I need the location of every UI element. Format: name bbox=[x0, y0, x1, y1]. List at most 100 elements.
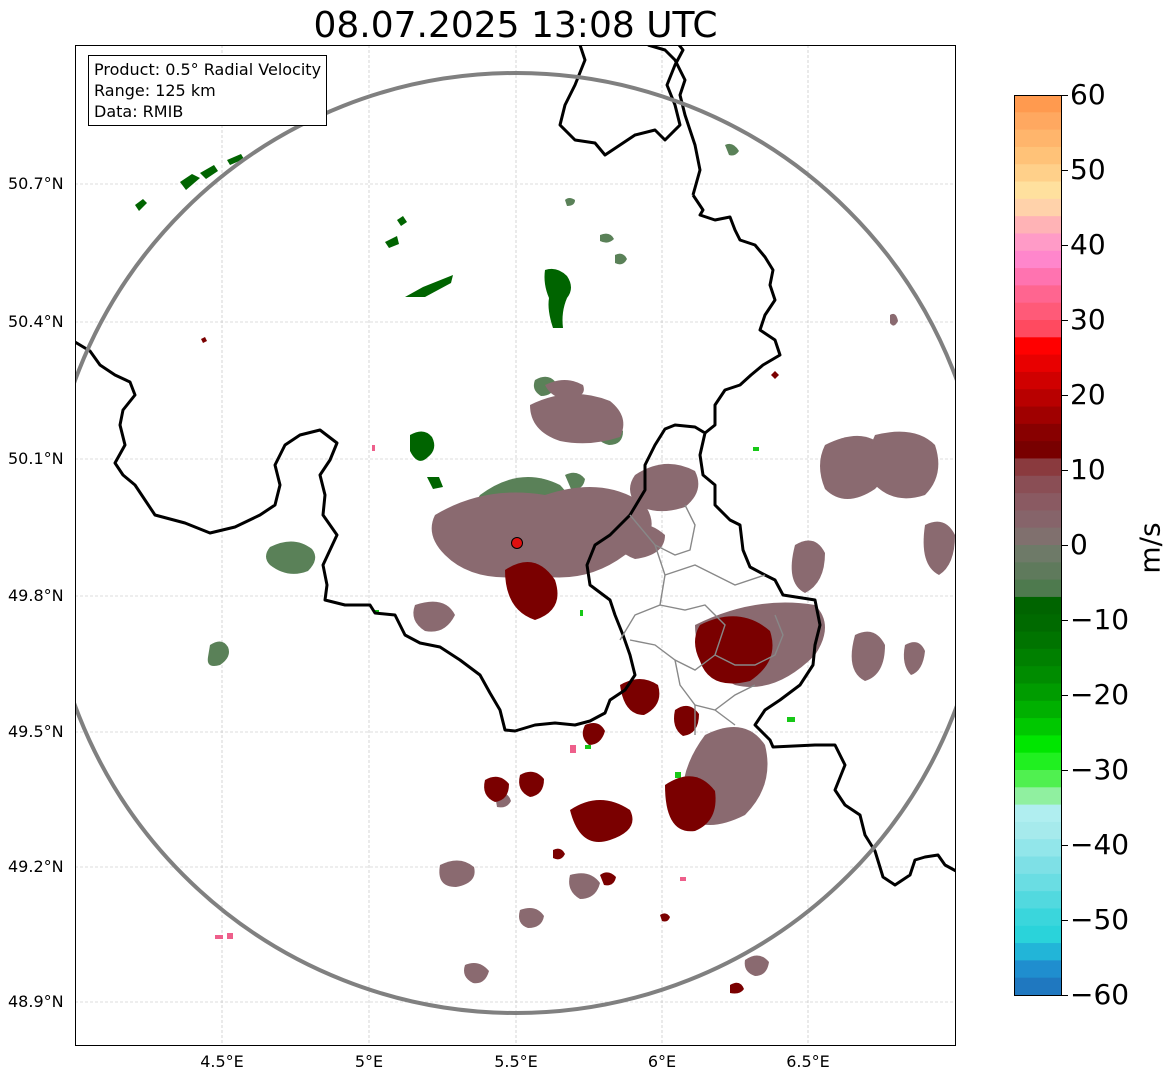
colorbar-band bbox=[1014, 510, 1062, 529]
colorbar-tick-label: 20 bbox=[1070, 378, 1106, 411]
colorbar-band bbox=[1014, 614, 1062, 633]
colorbar-band bbox=[1014, 406, 1062, 425]
colorbar-band bbox=[1014, 112, 1062, 131]
lon-label: 6°E bbox=[647, 1052, 677, 1071]
colorbar-tick-label: −30 bbox=[1070, 753, 1130, 786]
colorbar-band bbox=[1014, 285, 1062, 304]
colorbar-tick-label: −50 bbox=[1070, 903, 1130, 936]
colorbar-band bbox=[1014, 233, 1062, 252]
lat-label: 48.9°N bbox=[8, 992, 64, 1011]
colorbar-tick-label: −60 bbox=[1070, 978, 1130, 1011]
colorbar-band bbox=[1014, 562, 1062, 581]
colorbar-band bbox=[1014, 475, 1062, 494]
radar-map bbox=[75, 45, 956, 1046]
colorbar-band bbox=[1014, 596, 1062, 615]
colorbar-band bbox=[1014, 129, 1062, 148]
colorbar-tick-label: 10 bbox=[1070, 453, 1106, 486]
regional-borders bbox=[619, 504, 784, 735]
colorbar-band bbox=[1014, 752, 1062, 771]
lon-label: 5°E bbox=[354, 1052, 384, 1071]
colorbar-tick-mark bbox=[1062, 170, 1068, 171]
colorbar-band bbox=[1014, 873, 1062, 892]
colorbar-tick-mark bbox=[1062, 620, 1068, 621]
colorbar-tick-label: 0 bbox=[1070, 528, 1088, 561]
colorbar-band bbox=[1014, 371, 1062, 390]
data-source-text: Data: RMIB bbox=[94, 102, 184, 121]
colorbar-band bbox=[1014, 493, 1062, 511]
colorbar-tick-label: −40 bbox=[1070, 828, 1130, 861]
colorbar-band bbox=[1014, 631, 1062, 650]
colorbar-band bbox=[1014, 839, 1062, 858]
colorbar-band bbox=[1014, 770, 1062, 788]
colorbar-tick-mark bbox=[1062, 95, 1068, 96]
lat-label: 50.4°N bbox=[8, 312, 64, 331]
product-info-box: Product: 0.5° Radial Velocity Range: 125… bbox=[88, 55, 328, 126]
colorbar-band bbox=[1014, 216, 1062, 235]
colorbar-band bbox=[1014, 735, 1062, 754]
range-ring bbox=[75, 71, 956, 1015]
colorbar-tick-mark bbox=[1062, 545, 1068, 546]
colorbar-band bbox=[1014, 146, 1062, 165]
colorbar-tick-mark bbox=[1062, 470, 1068, 471]
colorbar-tick-label: 50 bbox=[1070, 153, 1106, 186]
colorbar-band bbox=[1014, 389, 1062, 408]
lat-label: 49.8°N bbox=[8, 586, 64, 605]
colorbar-band bbox=[1014, 268, 1062, 286]
colorbar-band bbox=[1014, 943, 1062, 961]
colorbar-tick-mark bbox=[1062, 395, 1068, 396]
colorbar-band bbox=[1014, 821, 1062, 840]
colorbar bbox=[1014, 95, 1062, 996]
product-text: Product: 0.5° Radial Velocity bbox=[94, 60, 322, 79]
colorbar-band bbox=[1014, 458, 1062, 477]
colorbar-band bbox=[1014, 891, 1062, 910]
colorbar-band bbox=[1014, 545, 1062, 563]
colorbar-band bbox=[1014, 164, 1062, 183]
colorbar-band bbox=[1014, 666, 1062, 685]
colorbar-band bbox=[1014, 198, 1062, 217]
lon-label: 5.5°E bbox=[494, 1052, 538, 1071]
colorbar-tick-label: −10 bbox=[1070, 603, 1130, 636]
colorbar-band bbox=[1014, 423, 1062, 442]
colorbar-band bbox=[1014, 925, 1062, 944]
colorbar-tick-mark bbox=[1062, 845, 1068, 846]
colorbar-tick-mark bbox=[1062, 695, 1068, 696]
country-borders bbox=[75, 45, 956, 887]
colorbar-band bbox=[1014, 648, 1062, 667]
colorbar-band bbox=[1014, 700, 1062, 719]
colorbar-tick-mark bbox=[1062, 770, 1068, 771]
colorbar-band bbox=[1014, 527, 1062, 546]
colorbar-tick-label: −20 bbox=[1070, 678, 1130, 711]
colorbar-tick-mark bbox=[1062, 320, 1068, 321]
lat-label: 49.5°N bbox=[8, 722, 64, 741]
lon-label: 4.5°E bbox=[200, 1052, 244, 1071]
map-title: 08.07.2025 13:08 UTC bbox=[313, 5, 718, 46]
colorbar-band bbox=[1014, 977, 1062, 996]
colorbar-tick-mark bbox=[1062, 245, 1068, 246]
radar-site-marker bbox=[511, 537, 523, 549]
echoes-strong-receding bbox=[201, 337, 779, 994]
range-text: Range: 125 km bbox=[94, 81, 216, 100]
colorbar-band bbox=[1014, 683, 1062, 702]
colorbar-band bbox=[1014, 181, 1062, 200]
colorbar-band bbox=[1014, 320, 1062, 338]
colorbar-tick-label: 60 bbox=[1070, 78, 1106, 111]
colorbar-band bbox=[1014, 856, 1062, 875]
colorbar-band bbox=[1014, 804, 1062, 823]
colorbar-band bbox=[1014, 354, 1062, 373]
colorbar-band bbox=[1014, 250, 1062, 269]
colorbar-unit-label: m/s bbox=[1133, 522, 1167, 574]
colorbar-band bbox=[1014, 787, 1062, 806]
colorbar-band bbox=[1014, 908, 1062, 927]
lat-label: 49.2°N bbox=[8, 857, 64, 876]
colorbar-band bbox=[1014, 441, 1062, 460]
colorbar-band bbox=[1014, 95, 1062, 113]
colorbar-band bbox=[1014, 302, 1062, 321]
colorbar-band bbox=[1014, 579, 1062, 598]
colorbar-tick-mark bbox=[1062, 995, 1068, 996]
colorbar-band bbox=[1014, 960, 1062, 979]
lon-label: 6.5°E bbox=[786, 1052, 830, 1071]
lat-label: 50.7°N bbox=[8, 174, 64, 193]
colorbar-tick-mark bbox=[1062, 920, 1068, 921]
colorbar-tick-label: 30 bbox=[1070, 303, 1106, 336]
colorbar-band bbox=[1014, 718, 1062, 736]
